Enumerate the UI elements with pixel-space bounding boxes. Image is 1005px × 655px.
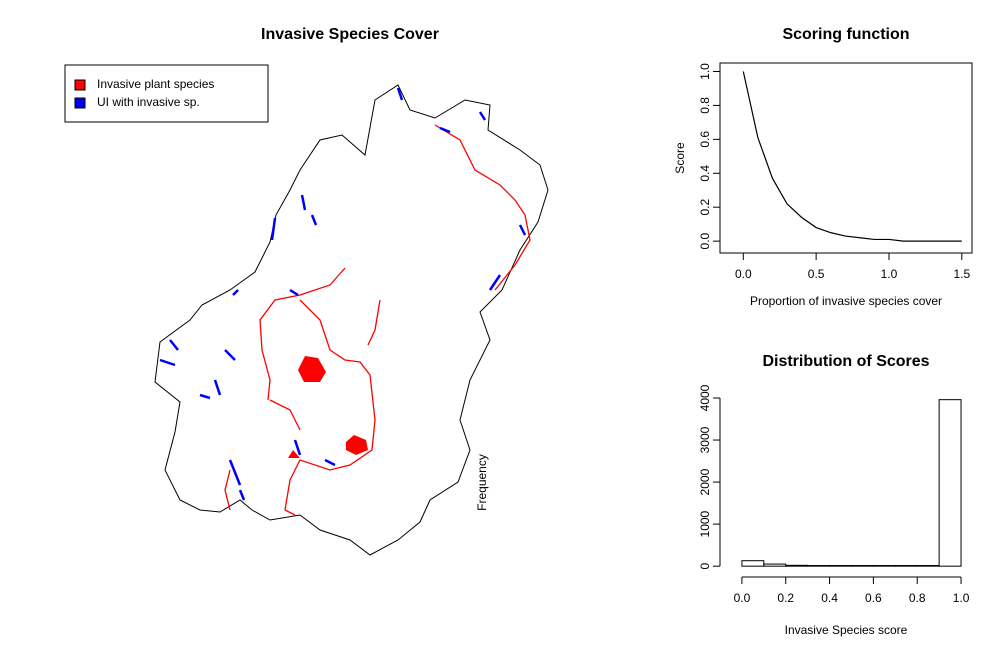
chart-title: Invasive Species Cover — [261, 26, 439, 43]
score-line — [742, 71, 962, 242]
hist-bar — [894, 565, 918, 567]
region-outline — [154, 84, 549, 556]
ui-invasive-lines — [159, 87, 527, 501]
hist-bar — [829, 565, 852, 567]
y-tick-label: 3000 — [698, 426, 712, 453]
hist-bar — [938, 399, 962, 567]
y-axis-label: Score — [673, 142, 687, 174]
x-tick-label: 0.8 — [909, 591, 926, 605]
y-tick-label: 0.0 — [698, 232, 712, 249]
x-tick-label: 1.5 — [953, 267, 970, 281]
legend-label: Invasive plant species — [97, 77, 214, 91]
plot-box — [719, 62, 973, 254]
hist-bar — [872, 565, 896, 567]
y-tick-label: 1.0 — [698, 63, 712, 80]
x-tick-label: 0.4 — [821, 591, 838, 605]
x-tick-label: 0.2 — [777, 591, 794, 605]
x-axis-label: Proportion of invasive species cover — [750, 294, 942, 308]
x-axis-label: Invasive Species score — [785, 623, 908, 637]
x-tick-label: 0.0 — [735, 267, 752, 281]
invasive-patch — [346, 435, 368, 455]
y-tick-label: 0.6 — [698, 131, 712, 148]
legend-box — [64, 64, 269, 123]
y-tick-label: 1000 — [698, 510, 712, 537]
hist-bar — [916, 565, 940, 567]
x-tick-label: 0.0 — [734, 591, 751, 605]
chart-title: Scoring function — [782, 26, 909, 43]
y-tick-label: 0.8 — [698, 97, 712, 114]
y-tick-label: 2000 — [698, 468, 712, 495]
invasive-patch — [298, 356, 326, 382]
x-tick-label: 1.0 — [881, 267, 898, 281]
chart-title: Distribution of Scores — [762, 353, 929, 370]
legend-swatch — [74, 97, 86, 109]
invasive-patch — [288, 450, 300, 458]
hist-bar — [807, 565, 831, 567]
y-tick-label: 0 — [698, 563, 712, 570]
hist-bar — [850, 565, 874, 567]
y-tick-label: 0.4 — [698, 165, 712, 182]
legend-swatch — [74, 79, 86, 91]
x-tick-label: 0.5 — [808, 267, 825, 281]
hist-bar — [785, 564, 809, 567]
hist-bar — [741, 560, 765, 567]
hist-bar — [763, 563, 787, 567]
y-tick-label: 0.2 — [698, 199, 712, 216]
y-tick-label: 4000 — [698, 384, 712, 411]
x-tick-label: 1.0 — [953, 591, 970, 605]
y-axis-label: Frequency — [475, 454, 489, 511]
legend-label: UI with invasive sp. — [97, 95, 200, 109]
x-tick-label: 0.6 — [865, 591, 882, 605]
map — [154, 84, 549, 556]
invasive-lines — [224, 124, 531, 516]
